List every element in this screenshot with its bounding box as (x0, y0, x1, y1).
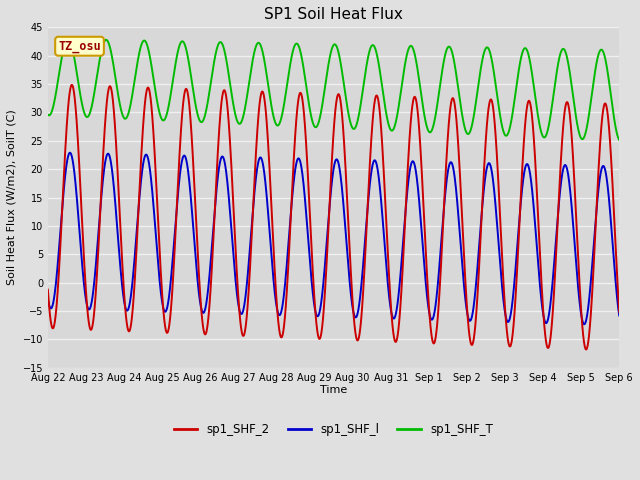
X-axis label: Time: Time (320, 385, 347, 396)
Title: SP1 Soil Heat Flux: SP1 Soil Heat Flux (264, 7, 403, 22)
Legend: sp1_SHF_2, sp1_SHF_l, sp1_SHF_T: sp1_SHF_2, sp1_SHF_l, sp1_SHF_T (169, 418, 498, 441)
Y-axis label: Soil Heat Flux (W/m2), SoilT (C): Soil Heat Flux (W/m2), SoilT (C) (7, 110, 17, 286)
Text: TZ_osu: TZ_osu (58, 40, 101, 53)
